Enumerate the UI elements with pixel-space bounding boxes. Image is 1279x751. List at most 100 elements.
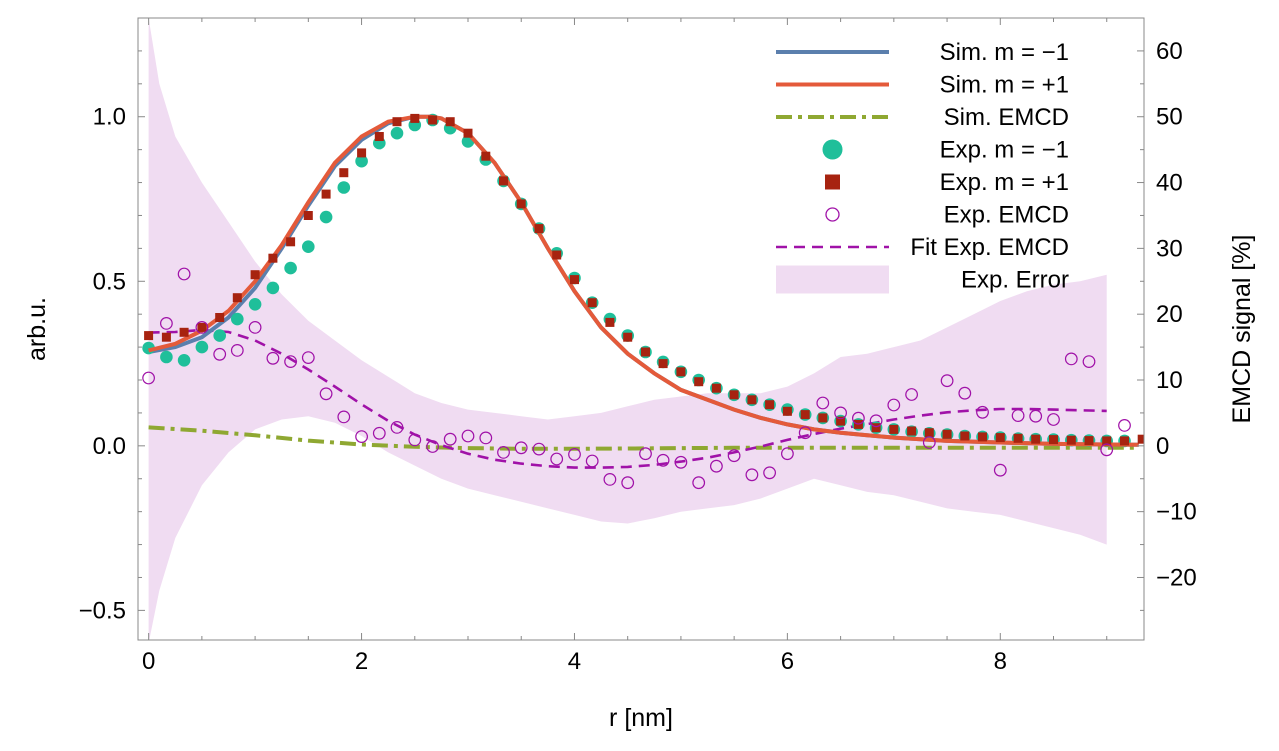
exp-m-minus-point — [390, 126, 404, 140]
y2-tick-label: 10 — [1156, 367, 1183, 394]
exp-emcd-point — [514, 441, 528, 455]
error-band-layer — [148, 18, 1107, 640]
exp-m-plus-point — [410, 113, 420, 123]
exp-emcd-point — [266, 351, 280, 365]
exp-m-plus-point — [623, 332, 633, 342]
exp-m-minus-point — [355, 154, 368, 168]
legend-swatch-error_band — [776, 265, 889, 294]
exp-m-plus-point — [392, 117, 402, 127]
fit-exp-emcd-line — [148, 328, 1107, 469]
exp-m-plus-point — [907, 426, 917, 436]
legend-label-exp_emcd: Exp. EMCD — [944, 202, 1069, 229]
axes-layer: 0 2 4 6 8 −0.5 0.0 0.5 1.0 −20 −10 0 10 20 30 40 50 60 r [… — [23, 17, 1256, 732]
exp-emcd-point — [656, 453, 670, 467]
exp-emcd-point — [940, 374, 954, 388]
exp-m-plus-point — [960, 431, 970, 441]
exp-m-plus-point — [818, 413, 828, 423]
exp-emcd-point — [922, 436, 936, 449]
y2-axis-label: EMCD signal [%] — [1228, 235, 1256, 424]
y2-tick-label: 60 — [1156, 38, 1183, 65]
exp-m-plus-point — [676, 367, 686, 377]
exp-m-plus-point — [570, 275, 579, 285]
exp-emcd-point — [159, 317, 173, 330]
legend-label-sim_emcd: Sim. EMCD — [944, 104, 1069, 131]
x-tick-label: 0 — [142, 648, 155, 675]
x-tick-label: 6 — [781, 648, 794, 675]
exp-emcd-point — [426, 440, 440, 453]
exp-emcd-point — [745, 468, 759, 482]
legend-swatch-exp_emcd — [825, 207, 840, 222]
exp-m-plus-point — [445, 117, 455, 127]
y-tick-label: −0.5 — [79, 597, 126, 624]
exp-emcd-point — [887, 398, 901, 412]
exp-emcd-point — [639, 447, 652, 461]
exp-m-plus-point — [428, 115, 438, 125]
exp-m-plus-point — [232, 293, 242, 303]
exp-m-plus-point — [534, 224, 544, 234]
exp-emcd-point — [284, 355, 298, 369]
exp-m-minus-point — [284, 261, 297, 275]
exp-m-minus-point — [195, 340, 209, 354]
exp-m-plus-point — [978, 432, 987, 442]
exp-m-minus-point — [248, 298, 262, 311]
exp-emcd-point — [372, 426, 386, 440]
exp-m-plus-point — [552, 250, 562, 260]
exp-m-plus-point — [942, 429, 952, 439]
y2-tick-label: 40 — [1156, 170, 1183, 197]
exp-m-minus-point — [266, 281, 280, 295]
exp-m-plus-point — [250, 270, 260, 280]
legend-label-exp_m_plus: Exp. m = +1 — [940, 169, 1069, 196]
exp-emcd-point — [816, 396, 830, 410]
exp-m-plus-point — [215, 313, 225, 322]
exp-m-minus-point — [302, 240, 315, 253]
exp-emcd-point — [763, 466, 776, 480]
exp-emcd-point — [1118, 419, 1131, 432]
exp-emcd-point — [177, 267, 191, 281]
legend-swatch-exp_m_minus — [822, 139, 843, 160]
exp-emcd-point — [568, 448, 581, 461]
exp-m-minus-point — [337, 181, 351, 194]
exp-m-plus-point — [1137, 434, 1144, 444]
exp-m-plus-point — [1120, 436, 1129, 446]
exp-m-plus-point — [729, 390, 739, 400]
exp-emcd-point — [230, 344, 244, 357]
exp-emcd-point — [1100, 443, 1114, 457]
exp-emcd-point — [443, 432, 457, 446]
exp-m-minus-point — [231, 312, 244, 326]
exp-m-plus-point — [800, 410, 810, 420]
exp-m-plus-point — [1066, 435, 1076, 445]
exp-m-plus-point — [765, 400, 775, 410]
exp-emcd-point — [603, 473, 617, 486]
y2-tick-label: −20 — [1156, 564, 1197, 591]
exp-m-plus-point — [197, 322, 207, 332]
legend-label-sim_m_minus: Sim. m = −1 — [940, 39, 1069, 66]
y-tick-label: 1.0 — [93, 104, 126, 131]
exp-m-plus-point — [641, 347, 650, 357]
exp-m-plus-point — [1031, 434, 1041, 444]
exp-emcd-point — [710, 459, 723, 473]
x-tick-label: 8 — [994, 648, 1007, 675]
exp-emcd-point — [532, 442, 546, 456]
exp-emcd-point — [497, 446, 510, 459]
x-tick-label: 2 — [355, 648, 368, 675]
exp-m-plus-point — [871, 423, 881, 433]
sim-m-plus-line — [148, 114, 1139, 447]
legend-label-fit_emcd: Fit Exp. EMCD — [910, 234, 1069, 261]
exp-emcd-point — [461, 429, 475, 443]
exp-emcd-point — [834, 406, 847, 420]
legend-swatch-exp_m_plus — [825, 174, 840, 190]
exp-emcd-point — [852, 411, 865, 425]
exp-emcd-point — [408, 433, 422, 447]
exp-m-plus-point — [357, 148, 367, 158]
exp-m-plus-point — [516, 199, 526, 209]
exp-m-plus-point — [658, 359, 668, 369]
x-tick-label: 4 — [568, 648, 581, 675]
top-points-layer — [142, 113, 1144, 490]
legend: Sim. m = −1 Sim. m = +1 Sim. EMCD Exp. m = … — [776, 39, 1069, 294]
exp-m-plus-point — [1102, 436, 1112, 446]
legend-label-error_band: Exp. Error — [961, 267, 1069, 294]
exp-emcd-point — [390, 421, 404, 434]
y-tick-label: 0.5 — [93, 268, 126, 295]
exp-emcd-point — [1011, 409, 1025, 423]
